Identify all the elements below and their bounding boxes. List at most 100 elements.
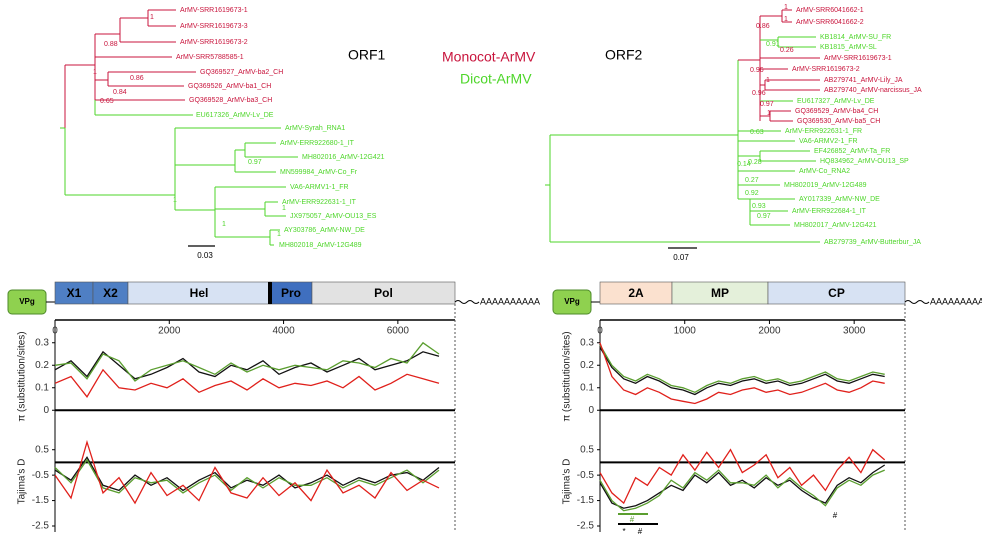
segment-label: X2 [103,286,118,300]
leaf-label: ArMV-SRR1619673-1 [824,55,892,62]
data-line [54,439,440,505]
polya-wave [454,300,480,304]
leaf-label: EU617326_ArMV-Lv_DE [196,112,274,119]
leaf-label: ArMV-SRR5788585-1 [176,54,244,61]
support-value: 0.92 [745,190,759,197]
segment-label: X1 [67,286,82,300]
support-value: 1 [767,110,771,117]
segment-label: Hel [190,286,209,300]
y-axis-label: Tajima's D [17,459,28,505]
leaf-label: VA6-ARMV2-1_FR [799,138,858,145]
legend-entry: Monocot-ArMV [442,49,536,65]
support-value: 0.27 [745,177,759,184]
support-value: 0.91 [766,41,780,48]
support-value: 1 [150,14,154,21]
y-axis-label: π (substitution/sites) [17,331,28,421]
support-value: 1 [784,4,788,11]
annotation: # [630,515,635,524]
data-line [599,464,886,509]
data-line [599,342,885,405]
leaf-label: ArMV-SRR1619673-1 [180,7,248,14]
leaf-label: ArMV-ERR922684-1_IT [792,208,867,215]
x-tick-label: 2000 [158,326,181,337]
x-tick-label: 0 [52,326,58,337]
data-line [599,344,885,394]
y-tick-label: -2.5 [577,521,595,532]
x-tick-label: 2000 [758,326,781,337]
leaf-label: ArMV-Co_RNA2 [799,168,850,175]
leaf-label: MH802018_ArMV-12G489 [279,242,362,249]
genome-segment [311,281,456,305]
y-axis-label: Tajima's D [562,459,573,505]
genome-segment [767,281,906,305]
support-value: 0.86 [130,75,144,82]
leaf-label: MH802016_ArMV-12G421 [302,154,385,161]
y-tick-label: 0.5 [580,444,594,455]
x-tick-label: 3000 [843,326,866,337]
tree-title: ORF1 [348,47,386,63]
vpg-label: VPg [564,297,580,306]
y-tick-label: 0.1 [580,382,594,393]
leaf-label: KB1814_ArMV-SU_FR [820,34,891,41]
y-tick-label: -0.5 [577,470,595,481]
leaf-label: EU617327_ArMV-Lv_DE [797,98,875,105]
data-line [54,350,440,380]
leaf-label: ArMV-SRR1619673-3 [180,23,248,30]
leaf-label: ArMV-ERR922680-1_IT [280,140,355,147]
support-value: 0.96 [750,67,764,74]
leaf-label: ArMV-SRR1619673-2 [180,39,248,46]
data-line [599,448,886,505]
support-value: 0.28 [748,159,762,166]
leaf-label: ArMV-SRR1619673-2 [792,66,860,73]
y-tick-label: 0.2 [35,360,49,371]
support-value: 1 [277,231,281,238]
support-value: 0.26 [780,47,794,54]
segment-label: MP [711,286,729,300]
leaf-label: AB279740_ArMV-narcissus_JA [824,87,922,94]
leaf-label: AY303786_ArMV-NW_DE [284,227,365,234]
support-value: 1 [766,77,770,84]
legend-entry: Dicot-ArMV [460,71,532,87]
leaf-label: GQ369530_ArMV-ba5_CH [797,118,880,125]
leaf-label: ArMV-ERR922631-1_IT [282,199,357,206]
support-value: 0.63 [750,129,764,136]
support-value: 0.93 [752,203,766,210]
scale-label: 0.03 [197,251,213,260]
tree-title: ORF2 [605,47,643,63]
leaf-label: ArMV-SRR6041662-1 [796,7,864,14]
y-tick-label: 0.5 [35,444,49,455]
x-tick-label: 6000 [387,326,410,337]
y-tick-label: 0 [43,405,49,416]
leaf-label: HQ834962_ArMV-OU13_SP [820,158,909,165]
x-tick-label: 1000 [674,326,697,337]
support-value: 1 [173,197,177,204]
x-tick-label: 0 [597,326,603,337]
support-value: 0.96 [752,90,766,97]
x-tick-label: 4000 [272,326,295,337]
leaf-label: MH802019_ArMV-12G489 [784,182,867,189]
y-tick-label: 0.3 [35,337,49,348]
support-value: 0.97 [760,101,774,108]
segment-label: Pro [281,286,301,300]
leaf-label: KB1815_ArMV-SL [820,44,877,51]
data-line [54,458,440,494]
support-value: 1 [93,69,97,76]
data-line [54,341,440,382]
segment-label: CP [828,286,845,300]
leaf-label: ArMV-ERR922631-1_FR [785,128,862,135]
support-value: 0.65 [100,98,114,105]
leaf-label: EF426852_ArMV-Ta_FR [814,148,890,155]
leaf-label: GQ369526_ArMV-ba1_CH [188,83,271,90]
support-value: 0.97 [757,213,771,220]
vpg-label: VPg [19,297,35,306]
y-tick-label: 0 [588,405,594,416]
y-tick-label: -0.5 [32,470,50,481]
y-tick-label: 0.2 [580,360,594,371]
leaf-label: GQ369529_ArMV-ba4_CH [795,108,878,115]
support-value: 0.97 [248,159,262,166]
support-value: 0.84 [113,89,127,96]
data-line [54,456,440,492]
y-tick-label: 0.1 [35,382,49,393]
